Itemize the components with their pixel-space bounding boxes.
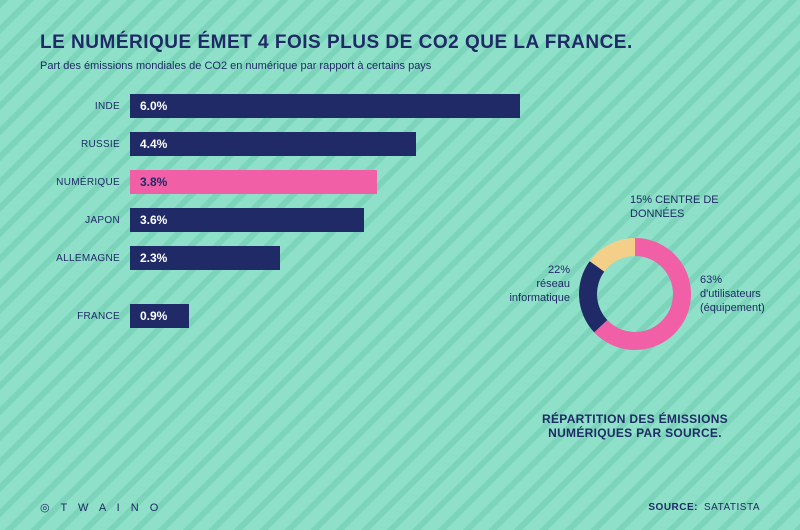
bar-label: ALLEMAGNE xyxy=(40,253,130,264)
bar-fill: 4.4% xyxy=(130,132,416,156)
infographic-canvas: LE NUMÉRIQUE ÉMET 4 FOIS PLUS DE CO2 QUE… xyxy=(0,0,800,530)
chart-area: INDE6.0% RUSSIE4.4% NUMÉRIQUE3.8% JAPON3.6%… xyxy=(40,94,760,414)
page-subtitle: Part des émissions mondiales de CO2 en n… xyxy=(40,60,760,72)
bar-row: FRANCE0.9% xyxy=(40,304,520,328)
donut-svg xyxy=(570,229,700,359)
bar-track: 2.3% xyxy=(130,246,520,270)
bar-fill: 3.6% xyxy=(130,208,364,232)
footer: ◎ T W A I N O SOURCE:SATATISTA xyxy=(40,501,760,514)
bar-track: 3.6% xyxy=(130,208,520,232)
bar-label: RUSSIE xyxy=(40,139,130,150)
bar-fill: 2.3% xyxy=(130,246,280,270)
donut-title: RÉPARTITION DES ÉMISSIONS NUMÉRIQUES PAR… xyxy=(500,412,770,440)
bar-track: 6.0% xyxy=(130,94,520,118)
bar-chart: INDE6.0% RUSSIE4.4% NUMÉRIQUE3.8% JAPON3.6%… xyxy=(40,94,520,342)
bar-row: INDE6.0% xyxy=(40,94,520,118)
bar-fill: 6.0% xyxy=(130,94,520,118)
donut-slice xyxy=(579,261,607,332)
bar-row: ALLEMAGNE2.3% xyxy=(40,246,520,270)
source-credit: SOURCE:SATATISTA xyxy=(648,502,760,513)
bar-row: NUMÉRIQUE3.8% xyxy=(40,170,520,194)
bar-track: 0.9% xyxy=(130,304,520,328)
bar-row: JAPON3.6% xyxy=(40,208,520,232)
bar-track: 3.8% xyxy=(130,170,520,194)
bar-label: NUMÉRIQUE xyxy=(40,177,130,188)
donut-slice-label: 15% CENTRE DEDONNÉES xyxy=(630,194,719,222)
bar-track: 4.4% xyxy=(130,132,520,156)
bar-row: RUSSIE4.4% xyxy=(40,132,520,156)
donut-chart: 63%d'utilisateurs(équipement)22%réseauin… xyxy=(500,204,770,434)
bar-label: JAPON xyxy=(40,215,130,226)
bar-label: FRANCE xyxy=(40,311,130,322)
bar-fill: 3.8% xyxy=(130,170,377,194)
bar-fill: 0.9% xyxy=(130,304,189,328)
donut-slice-label: 22%réseauinformatique xyxy=(490,264,570,305)
logo-text: ◎ T W A I N O xyxy=(40,501,162,514)
donut-slice-label: 63%d'utilisateurs(équipement) xyxy=(700,274,765,315)
bar-label: INDE xyxy=(40,101,130,112)
page-title: LE NUMÉRIQUE ÉMET 4 FOIS PLUS DE CO2 QUE… xyxy=(40,32,760,54)
